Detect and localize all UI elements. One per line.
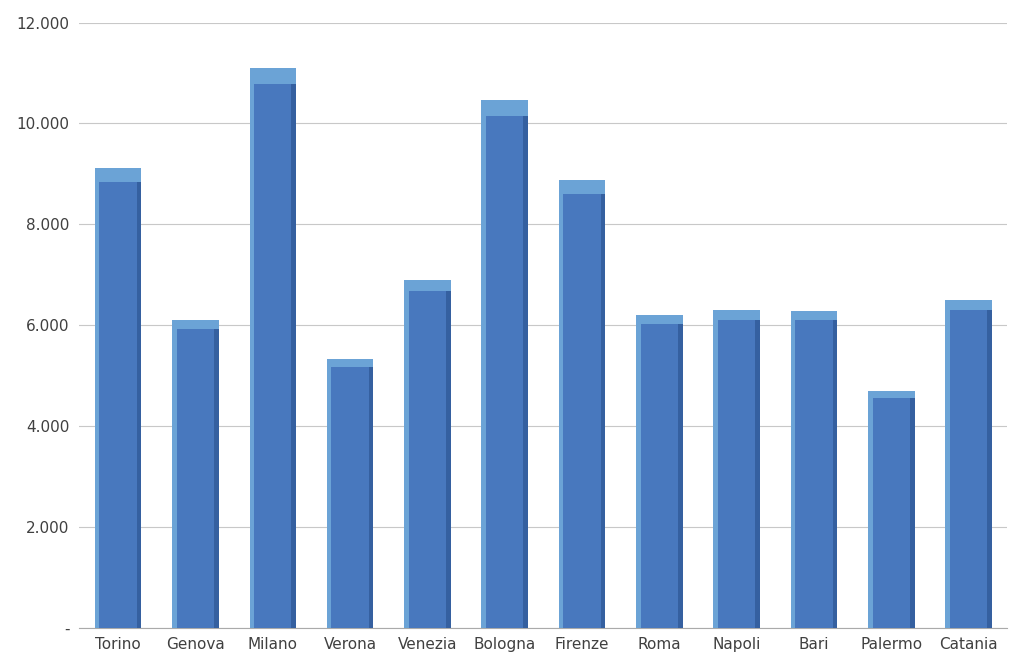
Bar bbox=[136, 168, 141, 628]
Bar bbox=[601, 181, 605, 628]
Bar bbox=[910, 391, 914, 628]
Bar bbox=[481, 100, 528, 116]
Bar bbox=[172, 320, 218, 628]
Bar bbox=[250, 68, 296, 84]
Bar bbox=[868, 391, 914, 628]
Bar bbox=[636, 315, 683, 628]
Bar bbox=[214, 320, 218, 628]
Bar bbox=[559, 181, 563, 628]
Bar bbox=[95, 168, 99, 628]
Bar bbox=[868, 391, 914, 398]
Bar bbox=[714, 310, 760, 628]
Bar bbox=[678, 315, 683, 628]
Bar bbox=[559, 181, 605, 628]
Bar bbox=[636, 315, 641, 628]
Bar bbox=[327, 359, 373, 367]
Bar bbox=[945, 300, 992, 628]
Bar bbox=[636, 315, 683, 324]
Bar bbox=[404, 280, 451, 628]
Bar bbox=[559, 181, 605, 194]
Bar bbox=[945, 300, 992, 310]
Bar bbox=[369, 359, 373, 628]
Bar bbox=[95, 168, 141, 628]
Bar bbox=[833, 310, 838, 628]
Bar bbox=[945, 300, 950, 628]
Bar bbox=[172, 320, 177, 628]
Bar bbox=[523, 100, 528, 628]
Bar bbox=[868, 391, 872, 628]
Bar bbox=[481, 100, 486, 628]
Bar bbox=[445, 280, 451, 628]
Bar bbox=[987, 300, 992, 628]
Bar bbox=[95, 168, 141, 182]
Bar bbox=[327, 359, 332, 628]
Bar bbox=[756, 310, 760, 628]
Bar bbox=[791, 310, 838, 628]
Bar bbox=[172, 320, 218, 329]
Bar bbox=[481, 100, 528, 628]
Bar bbox=[250, 68, 254, 628]
Bar bbox=[404, 280, 451, 291]
Bar bbox=[250, 68, 296, 628]
Bar bbox=[791, 310, 796, 628]
Bar bbox=[291, 68, 296, 628]
Bar bbox=[791, 310, 838, 320]
Bar bbox=[714, 310, 718, 628]
Bar bbox=[327, 359, 373, 628]
Bar bbox=[404, 280, 409, 628]
Bar bbox=[714, 310, 760, 320]
